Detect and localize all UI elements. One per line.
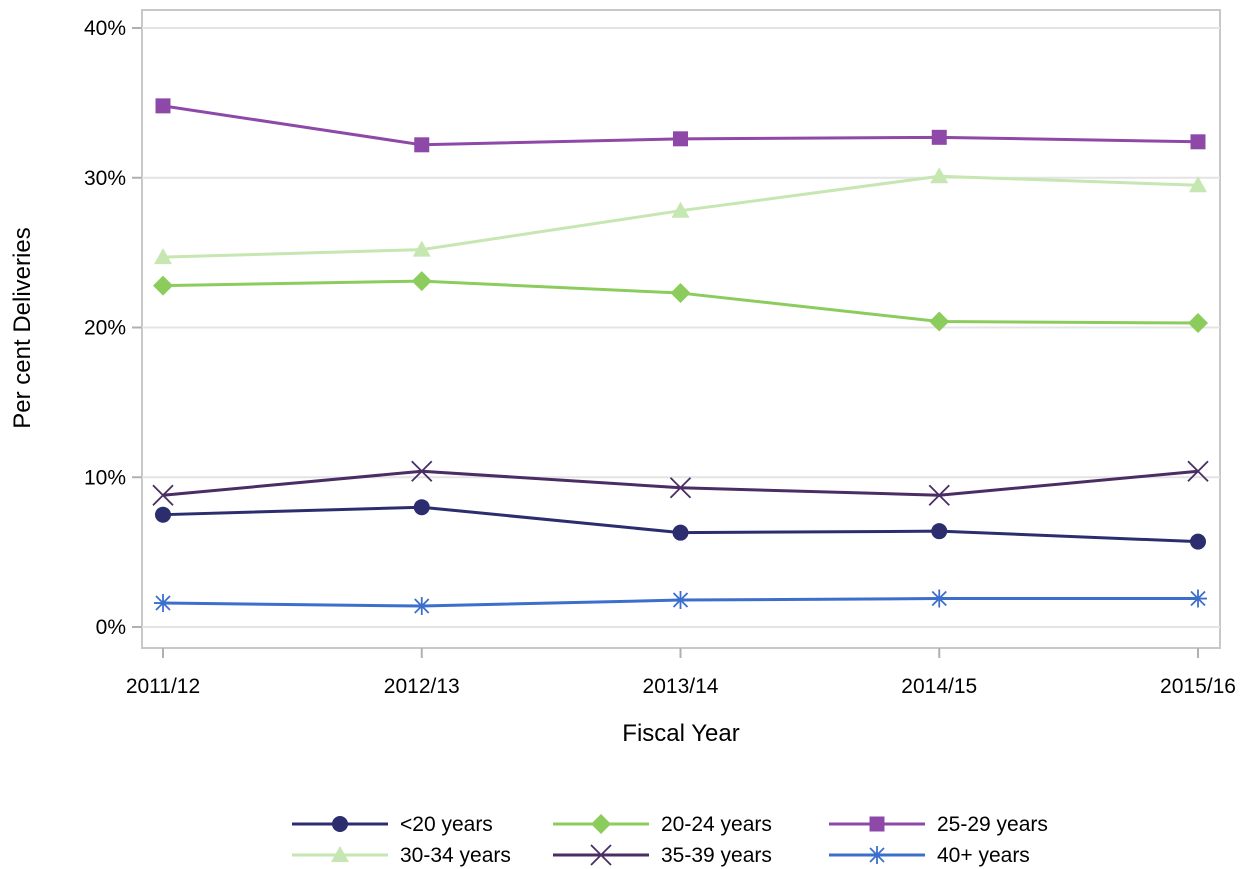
data-point (411, 460, 433, 482)
y-tick-label: 20% (84, 317, 126, 340)
data-point (412, 240, 431, 257)
legend-marker (591, 814, 611, 834)
legend-item: 25-29 years (829, 813, 1048, 836)
x-tick-label: 2012/13 (384, 675, 460, 698)
legend-item: 40+ years (829, 844, 1030, 867)
y-tick-label: 30% (84, 167, 126, 190)
data-point (153, 275, 173, 296)
data-point (1190, 533, 1206, 550)
series-5 (154, 589, 1207, 616)
y-tick-label: 10% (84, 466, 126, 489)
legend-label: <20 years (400, 813, 493, 836)
data-point (928, 484, 950, 506)
data-point (673, 131, 688, 147)
y-tick-label: 0% (96, 616, 126, 639)
legend-item: 20-24 years (553, 813, 772, 836)
series-3 (154, 167, 1207, 265)
data-point (930, 589, 949, 608)
data-point (1190, 134, 1206, 150)
legend-item: 35-39 years (553, 844, 772, 867)
axes: 0% 10% 20% 30% 40% 2011/12 2012/13 2013/14 2014/… (84, 17, 1236, 698)
y-tick-label: 40% (84, 17, 126, 40)
data-point (931, 523, 948, 540)
legend-label: 35-39 years (661, 844, 772, 867)
y-axis-title: Per cent Deliveries (9, 227, 36, 428)
data-point (154, 594, 172, 613)
x-axis-title: Fiscal Year (622, 720, 739, 747)
data-point (671, 201, 690, 218)
series-0 (155, 499, 1206, 550)
data-point (669, 477, 692, 499)
data-point (1188, 313, 1208, 334)
data-point (1189, 176, 1207, 193)
series-4 (152, 460, 1209, 506)
legend-marker (590, 844, 612, 866)
legend-label: 40+ years (937, 844, 1030, 867)
legend-marker (332, 816, 348, 832)
data-point (1187, 460, 1209, 482)
legend-marker (331, 846, 349, 862)
series-line (162, 469, 1199, 497)
x-tick-label: 2014/15 (901, 675, 977, 698)
x-tick-label: 2015/16 (1160, 675, 1236, 698)
legend-item: <20 years (292, 813, 493, 836)
data-point (672, 524, 689, 541)
gridlines (142, 27, 1220, 628)
legend-label: 30-34 years (400, 844, 511, 867)
data-point (411, 271, 432, 292)
data-point (413, 499, 430, 516)
data-point (671, 591, 690, 610)
data-point (930, 167, 949, 184)
plot-frame (141, 9, 1221, 649)
x-tick-label: 2013/14 (643, 675, 719, 698)
data-point (155, 506, 171, 523)
data-point (670, 283, 691, 304)
legend: <20 years 20-24 years 25-29 years 30-34 yea… (292, 813, 1048, 867)
legend-marker (869, 816, 885, 832)
data-point (929, 311, 950, 332)
data-point (1189, 589, 1207, 608)
data-point (154, 248, 172, 265)
legend-item: 30-34 years (292, 844, 511, 867)
series-2 (155, 98, 1206, 153)
data-point (931, 129, 947, 145)
data-point (414, 137, 430, 153)
legend-label: 25-29 years (937, 813, 1048, 836)
series-1 (153, 271, 1208, 334)
data-point (155, 98, 171, 114)
data-point (152, 484, 174, 506)
legend-label: 20-24 years (661, 813, 772, 836)
series-lines (152, 98, 1209, 616)
x-tick-label: 2011/12 (126, 675, 200, 698)
data-point (412, 597, 431, 616)
legend-marker (868, 846, 886, 864)
